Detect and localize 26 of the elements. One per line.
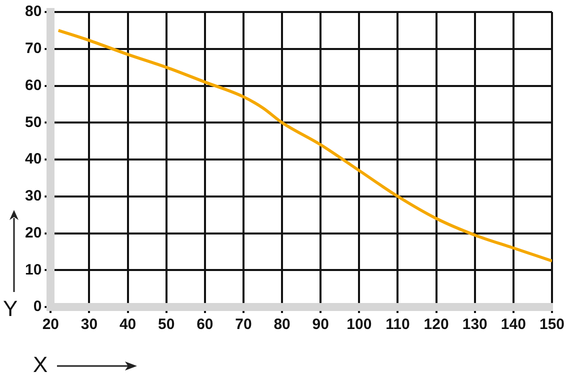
x-tick-label: 100 — [346, 316, 372, 334]
x-tick-label: 70 — [235, 316, 252, 334]
x-tick-label: 150 — [539, 316, 565, 334]
x-tick-label: 110 — [386, 316, 410, 334]
y-tick-label: 70 — [24, 40, 42, 58]
x-tick-label: 60 — [196, 316, 214, 334]
x-tick-label: 30 — [80, 316, 98, 334]
line-series — [56, 28, 552, 262]
x-tick-label: 140 — [500, 316, 526, 334]
x-tick-label: 80 — [274, 316, 290, 334]
y-tick-label: 20 — [24, 224, 42, 242]
x-tick-label: 130 — [462, 316, 488, 334]
x-tick-label: 120 — [424, 316, 449, 334]
y-tick-label: 40 — [24, 150, 42, 168]
y-tick-label: 50 — [24, 114, 42, 131]
y-tick-label: 10 — [24, 261, 42, 278]
x-axis-title: X — [33, 352, 48, 378]
x-tick-label: 90 — [312, 316, 329, 334]
y-axis-title: Y — [3, 296, 18, 322]
x-tick-label: 20 — [42, 316, 60, 334]
y-tick-label: 60 — [24, 76, 42, 94]
y-tick-label: 30 — [24, 188, 42, 205]
y-tick-label: 80 — [24, 3, 42, 20]
x-tick-label: 40 — [119, 316, 136, 334]
y-tick-label: 0 — [33, 298, 42, 316]
x-tick-label: 50 — [158, 316, 175, 334]
